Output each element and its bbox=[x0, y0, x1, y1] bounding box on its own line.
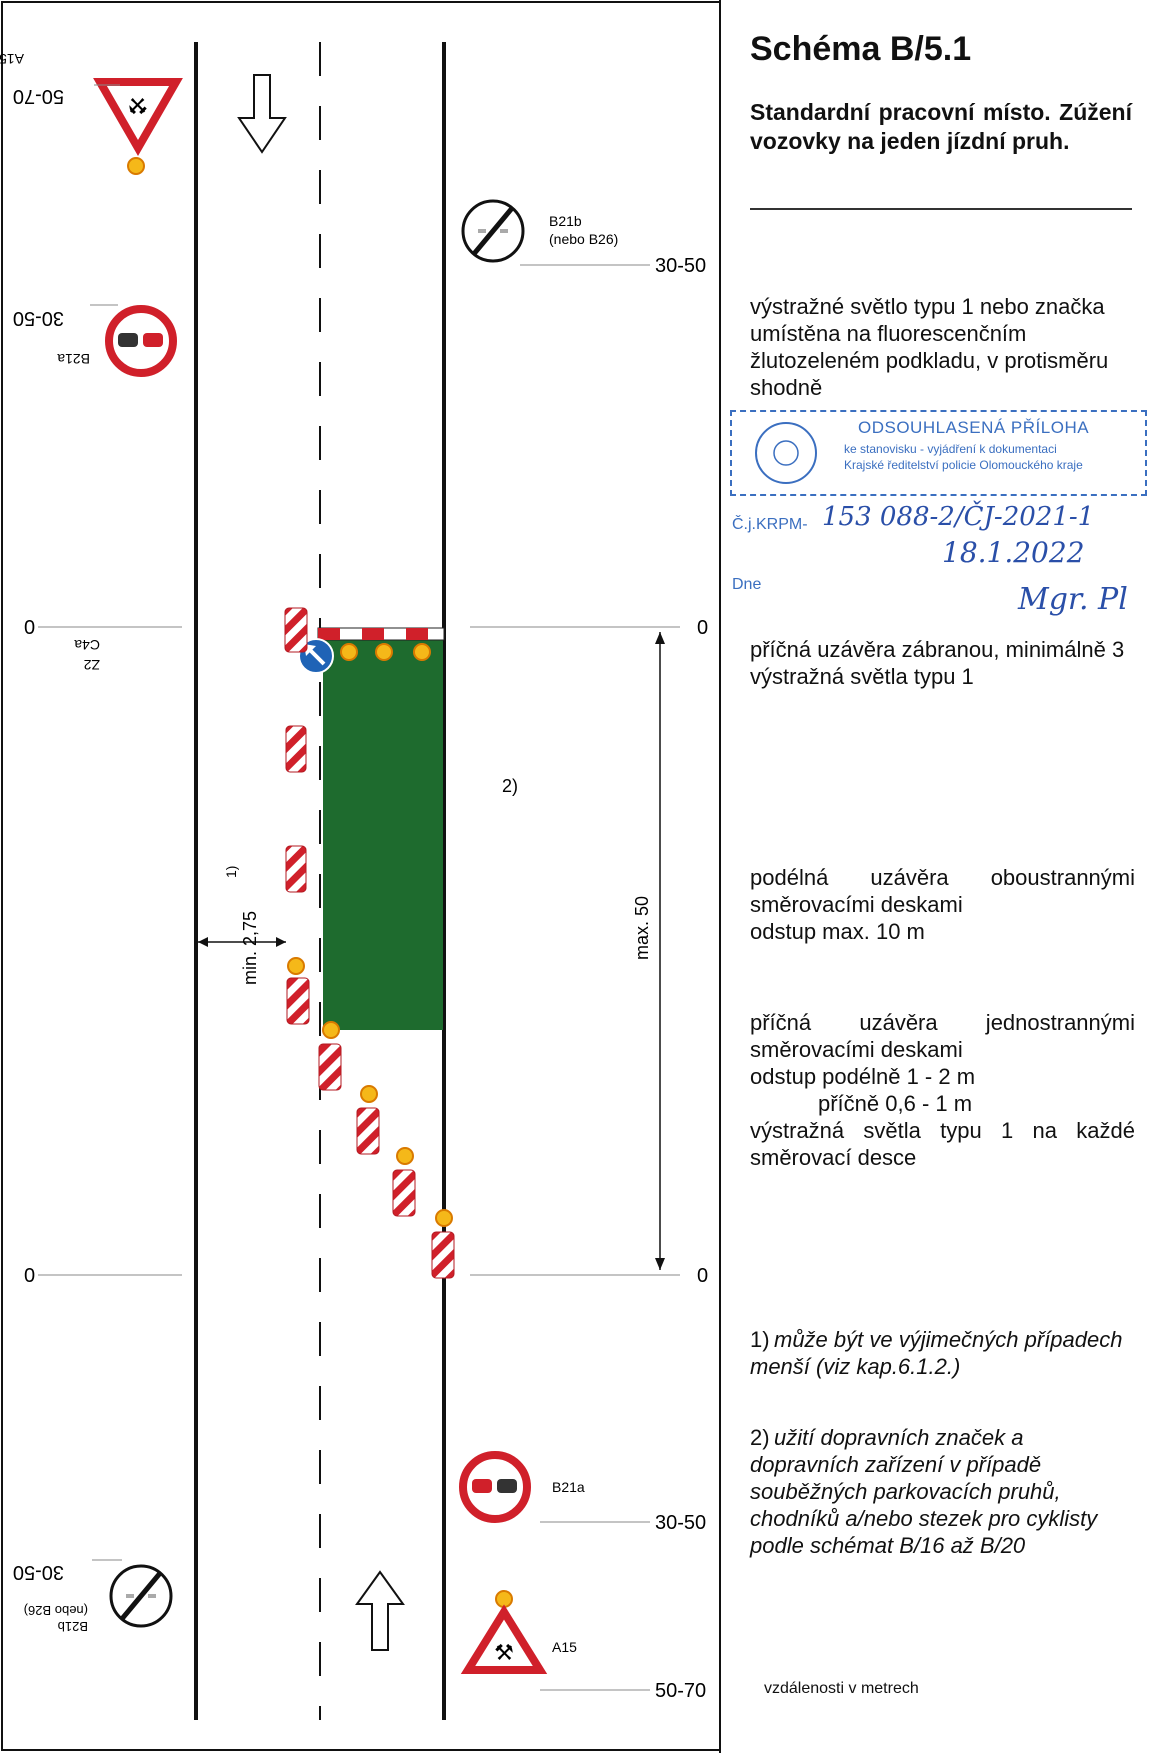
legend-transverse-barrier: příčná uzávěra zábranou, minimálně 3 výs… bbox=[750, 637, 1125, 689]
zero-label-left-bottom: 0 bbox=[24, 1265, 35, 1287]
footnote-1: 1) může být ve výjimečných případech menš… bbox=[750, 1326, 1132, 1380]
min-width-note: 1) bbox=[223, 866, 239, 878]
sign-label-b21b-top-alt: (nebo B26) bbox=[549, 231, 618, 247]
footnote-1-text: může být ve výjimečných případech menší … bbox=[750, 1327, 1123, 1379]
distance-label-top-right-b21b: 30-50 bbox=[655, 255, 706, 277]
distance-label-bottom-right-a15: 50-70 bbox=[655, 1680, 706, 1702]
directional-board bbox=[356, 1107, 380, 1155]
sign-label-b21a-top: B21a bbox=[57, 351, 90, 367]
page-title: Schéma B/5.1 bbox=[750, 30, 972, 68]
legend-lights-each-board: výstražná světla typu 1 na každé směrova… bbox=[750, 1118, 1135, 1170]
zero-label-right-top: 0 bbox=[697, 617, 708, 639]
warning-lamp-icon bbox=[287, 957, 305, 975]
sign-label-a15-bottom: A15 bbox=[552, 1639, 577, 1655]
zero-label-right-bottom: 0 bbox=[697, 1265, 708, 1287]
sign-label-a15-top: A15 bbox=[0, 51, 24, 67]
legend-panel: Schéma B/5.1 Standardní pracovní místo. … bbox=[722, 0, 1137, 1753]
directional-board bbox=[318, 1043, 342, 1091]
warning-lamp-icon bbox=[413, 643, 431, 661]
warning-lamp-icon bbox=[322, 1021, 340, 1039]
directional-board bbox=[392, 1169, 416, 1217]
stamp-signature: Mgr. Pl bbox=[1018, 582, 1128, 617]
svg-text:⚒: ⚒ bbox=[494, 1641, 514, 1666]
stamp-subtitle: ke stanovisku - vyjádření k dokumentaci bbox=[844, 442, 1057, 456]
legend-warning-light: výstražné světlo typu 1 nebo značka umís… bbox=[750, 294, 1109, 400]
stamp-reference-label: Č.j.KRPM- bbox=[732, 516, 808, 533]
width-dimension bbox=[198, 937, 286, 947]
stamp-authority: Krajské ředitelství policie Olomouckého … bbox=[844, 458, 1083, 472]
sign-a15-top: ⚒ bbox=[93, 78, 183, 157]
footnote-2-number: 2) bbox=[750, 1425, 770, 1450]
directional-board bbox=[285, 845, 307, 893]
direction-arrow-down bbox=[237, 74, 287, 154]
footnote-2: 2) užití dopravních značek a dopravních z… bbox=[750, 1424, 1132, 1559]
legend-transverse-text: příčná uzávěra jednostrannými směrovacím… bbox=[750, 1010, 1135, 1062]
directional-board bbox=[286, 977, 310, 1025]
footnote-2-text: užití dopravních značek a dopravních zař… bbox=[750, 1425, 1098, 1558]
parking-note-marker: 2) bbox=[502, 776, 518, 796]
sign-b21b-top bbox=[461, 199, 525, 263]
min-width-label: min. 2,75 bbox=[240, 911, 260, 985]
legend-spacing-longitudinal: odstup podélně 1 - 2 m bbox=[750, 1064, 976, 1089]
sign-b21a-top bbox=[105, 305, 177, 377]
directional-board bbox=[285, 725, 307, 773]
legend-longitudinal-text: podélná uzávěra oboustrannými směrovacím… bbox=[750, 865, 1135, 917]
sign-b21b-bottom bbox=[109, 1564, 173, 1628]
units-note: vzdálenosti v metrech bbox=[764, 1680, 919, 1697]
warning-lamp-icon bbox=[375, 643, 393, 661]
sign-label-z2: Z2 bbox=[83, 657, 100, 673]
sign-a15-bottom: ⚒ bbox=[460, 1604, 548, 1674]
distance-label-bottom-left-b21b: 30-50 bbox=[13, 1561, 64, 1583]
approval-stamp: ODSOUHLASENÁ PŘÍLOHA ke stanovisku - vyj… bbox=[722, 410, 1151, 630]
warning-lamp-icon bbox=[435, 1209, 453, 1227]
stamp-date-label: Dne bbox=[732, 576, 762, 593]
directional-board bbox=[431, 1231, 455, 1279]
legend-longitudinal-closure: podélná uzávěra oboustrannými směrovacím… bbox=[750, 864, 1135, 945]
legend-spacing-transverse: příčně 0,6 - 1 m bbox=[818, 1091, 973, 1116]
police-seal-icon bbox=[755, 422, 817, 484]
sign-label-c4a: C4a bbox=[74, 637, 100, 653]
distance-label-top-left-a15: 50-70 bbox=[13, 85, 64, 107]
length-dimension bbox=[655, 632, 665, 1270]
sign-label-b21b-bottom-alt: (nebo B26) bbox=[24, 1603, 88, 1618]
sign-label-b21b-top: B21b bbox=[549, 213, 582, 229]
footnote-1-number: 1) bbox=[750, 1327, 770, 1352]
title-divider bbox=[750, 208, 1132, 210]
sign-label-b21b-bottom: B21b bbox=[58, 1619, 88, 1634]
zero-label-left-top: 0 bbox=[24, 617, 35, 639]
warning-lamp-icon bbox=[340, 643, 358, 661]
work-area bbox=[323, 640, 443, 1030]
stamp-box: ODSOUHLASENÁ PŘÍLOHA ke stanovisku - vyj… bbox=[730, 410, 1147, 496]
stamp-reference-number: 153 088-2/ČJ-2021-1 bbox=[822, 502, 1095, 532]
directional-board bbox=[284, 607, 308, 653]
svg-text:⚒: ⚒ bbox=[128, 92, 148, 117]
sign-label-b21a-bottom: B21a bbox=[552, 1479, 585, 1495]
distance-label-top-left-b21a: 30-50 bbox=[13, 307, 64, 329]
stamp-title: ODSOUHLASENÁ PŘÍLOHA bbox=[858, 418, 1090, 437]
legend-longitudinal-spacing: odstup max. 10 m bbox=[750, 919, 925, 944]
distance-label-bottom-right-b21a: 30-50 bbox=[655, 1512, 706, 1534]
warning-lamp-icon bbox=[360, 1085, 378, 1103]
stamp-date: 18.1.2022 bbox=[942, 536, 1085, 569]
warning-lamp-icon bbox=[127, 157, 145, 175]
legend-transverse-closure: příčná uzávěra jednostrannými směrovacím… bbox=[750, 1009, 1135, 1171]
direction-arrow-up bbox=[355, 1570, 405, 1651]
warning-lamp-icon bbox=[396, 1147, 414, 1165]
page-subtitle: Standardní pracovní místo. Zúžení vozovk… bbox=[750, 99, 1132, 154]
transverse-barrier bbox=[317, 627, 445, 641]
max-length-label: max. 50 bbox=[632, 896, 652, 960]
sign-b21a-bottom bbox=[459, 1451, 531, 1523]
traffic-scheme-diagram: 0 0 0 0 ⚒ 50-70 A15 30-50 B21a Z2 C4a B2… bbox=[0, 0, 721, 1753]
